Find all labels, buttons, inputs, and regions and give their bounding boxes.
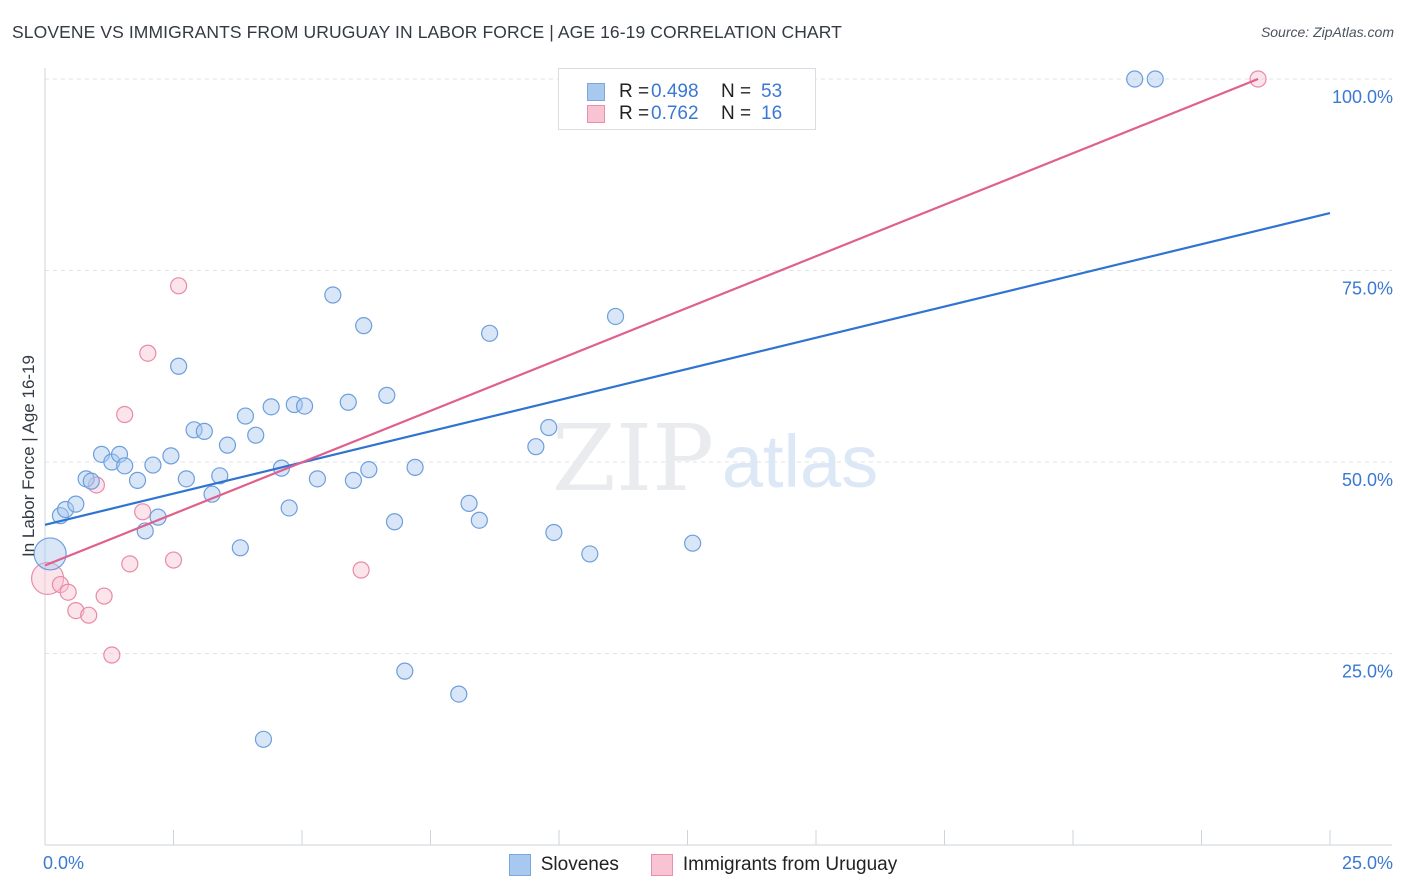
uruguay-point [352,561,370,579]
tick-labels: 25.0% 50.0% 75.0% 100.0% 0.0% 25.0% [43,87,1393,873]
x-tick-label: 0.0% [43,853,84,873]
uruguay-point [30,561,65,596]
legend-label-uruguay: Immigrants from Uruguay [682,854,898,875]
n-value: 53 [761,81,783,102]
stats-legend: R = 0.498 N = 53 R = 0.762 N = 16 [558,68,816,130]
y-tick-label: 25.0% [1342,662,1393,682]
slovene-point [324,286,342,304]
legend-swatch-uruguay [650,854,673,876]
y-tick-label: 75.0% [1342,279,1393,299]
y-tick-label: 50.0% [1342,470,1393,490]
slovene-point [527,438,545,456]
uruguay-point [80,606,98,624]
slovene-point [295,397,314,415]
gridlines [45,78,1392,654]
slovene-point [128,471,147,489]
slovene-point [195,422,213,440]
slovene-point [144,456,162,474]
slovene-point [218,436,237,454]
slovene-point [280,499,298,517]
uruguay-point [121,555,139,573]
slovene-point [339,393,357,411]
legend-item-slovenes[interactable]: Slovenes [508,854,619,876]
uruguay-trend-line [44,77,1259,567]
y-axis-label: In Labor Force | Age 16-19 [19,355,38,557]
legend-swatch-uruguay [587,105,605,123]
slovene-point [1146,70,1164,88]
source-label: Source: ZipAtlas.com [1260,24,1394,40]
watermark-zip: ZIP [552,405,714,512]
uruguay-point [67,602,85,620]
slovene-trend-line [44,211,1331,526]
axes [44,68,1392,846]
slovene-point [545,523,563,542]
slovene-point [460,494,478,512]
uruguay-point [170,277,188,295]
slovene-point [360,461,378,479]
slovene-point [177,470,195,488]
n-label: N = [721,81,752,102]
slovene-point [254,730,273,748]
r-value: 0.762 [651,103,699,124]
uruguay-point [59,583,77,601]
slovene-point [406,458,424,476]
slovene-point [247,426,265,444]
slovene-point [236,407,255,425]
slovene-point [355,317,373,335]
slovene-point [308,470,327,488]
slovene-points [33,70,1164,748]
slovene-point [1126,70,1144,88]
slovene-point [116,457,134,475]
legend-swatch-slovenes [508,854,531,876]
slovene-point [684,534,702,552]
chart-title: SLOVENE VS IMMIGRANTS FROM URUGUAY IN LA… [12,22,842,42]
series-legend: Slovenes Immigrants from Uruguay [0,852,1406,878]
uruguay-point [116,405,134,424]
slovene-point [56,500,75,519]
legend-swatch-slovenes [587,83,605,101]
uruguay-point [134,503,152,521]
r-label: R = [619,81,650,102]
slovene-point [470,511,488,529]
slovene-point [540,418,558,437]
slovene-point [481,324,499,342]
slovene-point [82,472,100,490]
r-value: 0.498 [651,81,699,102]
legend-row-uruguay: R = 0.762 N = 16 [587,101,782,127]
legend-label-slovenes: Slovenes [540,854,619,875]
slovene-point [581,545,599,563]
watermark: ZIP atlas [552,405,878,512]
slovene-point [378,386,396,404]
slovene-point [385,513,404,531]
slovene-point [33,537,67,571]
slovene-point [170,357,188,375]
slovene-point [606,307,625,326]
n-label: N = [721,103,752,124]
uruguay-point [103,646,121,664]
uruguay-point [95,587,113,605]
slovene-point [396,662,414,680]
uruguay-point [164,551,183,569]
slovene-point [344,471,362,489]
n-value: 16 [761,103,783,124]
trend-lines [44,77,1331,567]
legend-row-slovenes: R = 0.498 N = 53 [587,79,782,105]
slovene-point [67,495,85,513]
watermark-atlas: atlas [722,420,878,503]
x-tick-label: 25.0% [1342,853,1393,873]
slovene-point [262,398,280,416]
y-tick-label: 100.0% [1332,87,1393,107]
slovene-point [450,685,468,703]
uruguay-points [30,70,1267,664]
slovene-point [162,447,180,465]
r-label: R = [619,103,650,124]
legend-item-uruguay[interactable]: Immigrants from Uruguay [650,854,898,876]
uruguay-point [139,344,157,362]
slovene-point [231,539,249,557]
slovene-point [211,467,229,485]
